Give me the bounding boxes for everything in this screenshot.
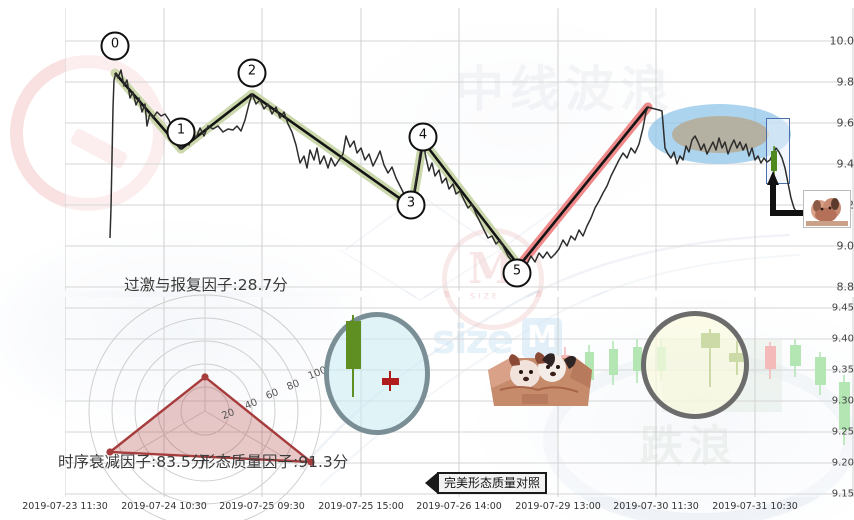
y-tick-label: 9.35 <box>831 364 854 376</box>
x-tick-label: 2019-07-23 11:30 <box>22 501 108 512</box>
wave-node-1[interactable]: 1 <box>166 117 196 147</box>
wave-node-0[interactable]: 0 <box>100 31 130 61</box>
price-series-overlay <box>109 68 810 271</box>
wave-node-5[interactable]: 5 <box>502 258 532 288</box>
first-signal-highlight-ellipse <box>324 312 430 435</box>
y-tick-label: 10.0 <box>829 34 854 48</box>
x-tick-label: 2019-07-29 13:00 <box>515 501 601 512</box>
puppy-photo-overlay <box>480 342 600 412</box>
y-tick-label: 9.0 <box>836 239 854 253</box>
y-tick-label: 9.25 <box>831 426 854 438</box>
x-tick-label: 2019-07-26 14:00 <box>416 501 502 512</box>
callout-label: 完美形态质量对照 <box>437 472 548 494</box>
x-tick-label: 2019-07-31 10:30 <box>712 501 798 512</box>
y-tick-label: 9.20 <box>831 457 854 469</box>
y-tick-label: 9.40 <box>831 333 854 345</box>
puppies-in-box-icon <box>488 352 592 406</box>
wave-node-2[interactable]: 2 <box>237 58 267 88</box>
candle-faded-group-right <box>765 339 850 445</box>
factor-overreaction-label: 过激与报复因子:28.7分 <box>124 276 288 294</box>
x-tick-label: 2019-07-24 10:30 <box>121 501 207 512</box>
inset-photo-thumbnail[interactable] <box>803 190 851 228</box>
y-tick-label: 9.4 <box>836 157 854 171</box>
x-tick-label: 2019-07-25 09:30 <box>219 501 305 512</box>
factor-pattern-quality-label: 形态质量因子:91.3分 <box>200 453 349 471</box>
puppy-photo-icon <box>804 191 850 227</box>
entry-pointer-head <box>767 171 779 185</box>
perfect-pattern-callout[interactable]: 完美形态质量对照 <box>425 472 548 494</box>
y-tick-label: 9.6 <box>836 116 854 130</box>
price-wave-panel: 0 1 2 3 4 5 <box>65 8 854 291</box>
y-tick-label: 9.45 <box>831 302 854 314</box>
candlestick-radar-panel: 20 40 60 80 100 <box>65 294 854 520</box>
candle-up-highlight <box>346 315 361 397</box>
callout-arrow-icon <box>425 472 438 494</box>
consolidation-inner-ellipse <box>672 116 769 153</box>
factor-time-decay-label: 时序衰减因子:83.5分 <box>58 453 207 471</box>
x-tick-label: 2019-07-25 15:00 <box>318 501 404 512</box>
mini-candle-marker <box>771 146 777 178</box>
y-tick-label: 9.15 <box>831 488 854 500</box>
y-tick-label: 9.8 <box>836 75 854 89</box>
wave-node-4[interactable]: 4 <box>408 122 438 152</box>
perfect-pattern-highlight-ellipse <box>641 311 749 419</box>
candle-down-highlight <box>382 371 399 391</box>
factor-radar-chart <box>88 294 322 520</box>
y-tick-label: 9.30 <box>831 395 854 407</box>
wave-node-3[interactable]: 3 <box>396 190 426 220</box>
x-tick-label: 2019-07-30 11:30 <box>613 501 699 512</box>
y-tick-label: 8.8 <box>836 280 854 294</box>
